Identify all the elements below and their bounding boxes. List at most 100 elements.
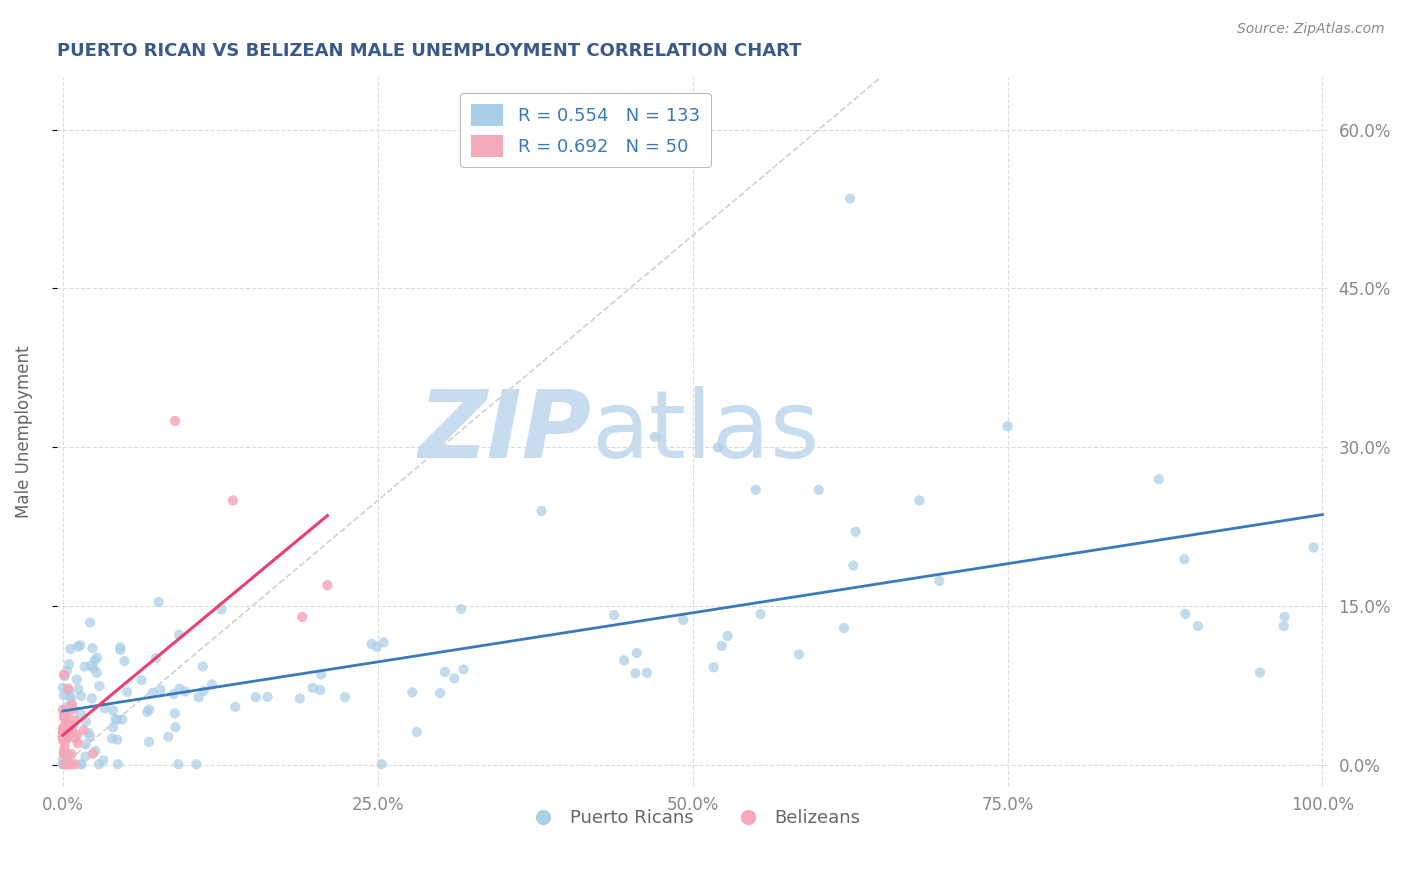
Point [1249, 665, 1271, 680]
Point [224, 699, 246, 714]
Point [80, 691, 103, 706]
Point [163, 414, 186, 428]
Point [104, 712, 127, 726]
Point [193, 684, 215, 698]
Point [450, 602, 472, 616]
Point [66, 673, 89, 687]
Point [86, 665, 108, 680]
Point [52, 688, 75, 702]
Point [288, 691, 311, 706]
Point [908, 493, 931, 508]
Point [52, 757, 75, 772]
Point [53, 744, 76, 758]
Point [52, 703, 75, 717]
Point [710, 639, 733, 653]
Point [58, 684, 80, 698]
Point [174, 684, 197, 698]
Point [59, 642, 82, 657]
Point [716, 629, 738, 643]
Point [63, 713, 86, 727]
Point [53, 711, 76, 725]
Point [115, 685, 138, 699]
Point [845, 524, 868, 539]
Point [371, 757, 394, 772]
Point [110, 643, 132, 657]
Point [58, 657, 80, 672]
Point [59, 691, 82, 706]
Point [401, 685, 423, 699]
Point [928, 574, 950, 588]
Point [1147, 472, 1170, 486]
Point [187, 690, 209, 705]
Point [842, 558, 865, 573]
Point [644, 430, 666, 444]
Point [52, 730, 75, 744]
Point [56, 706, 79, 721]
Point [807, 483, 830, 497]
Point [70, 757, 93, 772]
Point [56, 714, 79, 729]
Point [82, 747, 104, 761]
Point [60, 698, 83, 712]
Point [60, 718, 83, 732]
Point [66, 728, 89, 742]
Point [169, 681, 191, 696]
Point [66, 640, 89, 654]
Point [405, 725, 427, 739]
Point [70, 689, 93, 703]
Point [131, 673, 153, 688]
Point [624, 666, 647, 681]
Point [58, 727, 80, 741]
Point [191, 659, 214, 673]
Point [53, 707, 76, 722]
Point [309, 667, 332, 681]
Point [55, 757, 77, 772]
Point [443, 672, 465, 686]
Point [69, 706, 91, 721]
Point [145, 651, 167, 665]
Point [53, 740, 76, 755]
Point [83, 653, 105, 667]
Point [53, 757, 76, 772]
Point [149, 682, 172, 697]
Point [69, 638, 91, 652]
Point [60, 747, 83, 762]
Point [373, 635, 395, 649]
Point [101, 720, 124, 734]
Point [530, 504, 553, 518]
Point [157, 730, 180, 744]
Point [148, 595, 170, 609]
Point [309, 683, 332, 698]
Point [53, 710, 76, 724]
Point [52, 721, 75, 735]
Point [787, 648, 810, 662]
Point [89, 679, 111, 693]
Point [114, 654, 136, 668]
Point [366, 640, 388, 654]
Text: ZIP: ZIP [418, 385, 591, 477]
Point [70, 757, 93, 772]
Point [52, 724, 75, 739]
Point [997, 419, 1019, 434]
Point [58, 681, 80, 696]
Point [245, 690, 267, 705]
Point [360, 637, 382, 651]
Point [138, 735, 160, 749]
Point [59, 728, 82, 742]
Point [162, 687, 184, 701]
Point [52, 733, 75, 747]
Point [636, 665, 658, 680]
Point [167, 757, 190, 772]
Point [56, 664, 79, 678]
Point [52, 726, 75, 740]
Point [58, 757, 80, 772]
Point [55, 757, 77, 772]
Point [111, 713, 134, 727]
Point [429, 686, 451, 700]
Point [52, 757, 75, 772]
Point [73, 659, 96, 673]
Point [55, 757, 77, 772]
Point [75, 749, 97, 764]
Point [59, 723, 82, 738]
Point [707, 441, 730, 455]
